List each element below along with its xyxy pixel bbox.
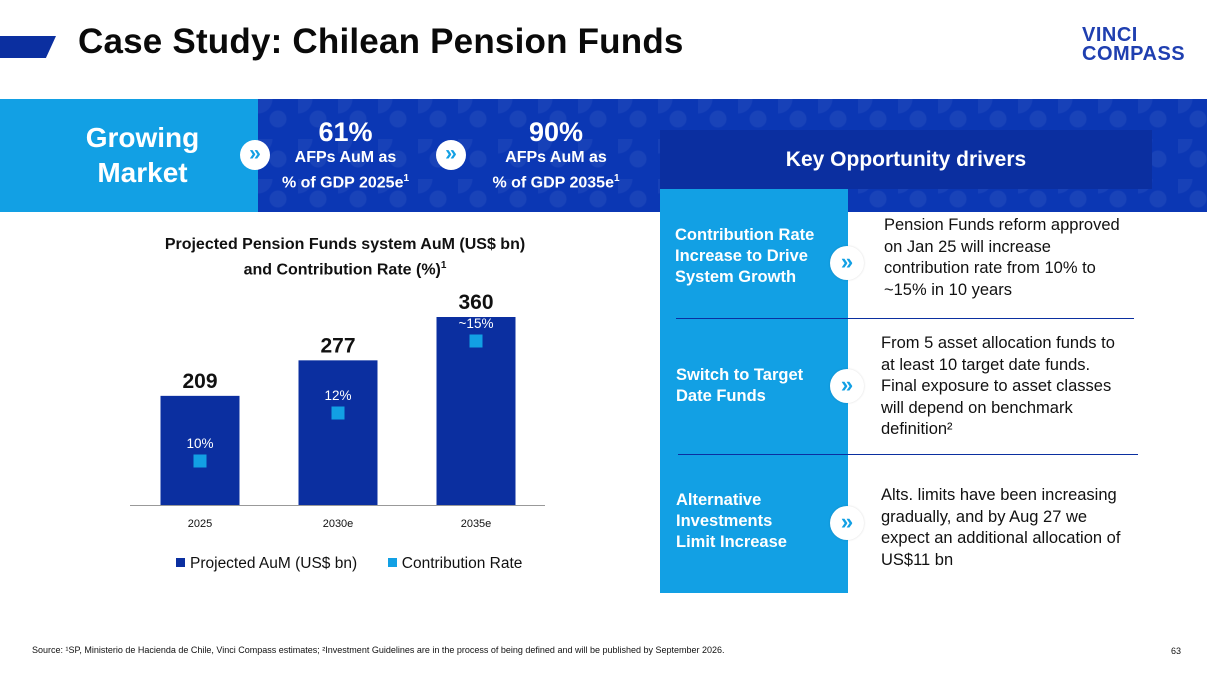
source-footnote: Source: ¹SP, Ministerio de Hacienda de C… (32, 645, 725, 655)
aum-bar-label: 360 (458, 291, 493, 314)
driver-label-alternatives: Alternative Investments Limit Increase (676, 491, 787, 551)
driver-text-contribution-rate: Pension Funds reform approved on Jan 25 … (884, 216, 1120, 299)
contribution-rate-marker (193, 454, 207, 468)
chart-title-line-2: and Contribution Rate (%) (243, 261, 441, 279)
stat-line-2: % of GDP 2025e (281, 174, 404, 192)
contribution-rate-label: 10% (186, 436, 213, 451)
chart-title-footnote: 1 (440, 260, 447, 271)
contribution-rate-label: 12% (324, 388, 351, 403)
drivers-label-column (660, 189, 848, 593)
contribution-rate-label: ~15% (459, 316, 494, 331)
stat-footnote: 1 (613, 173, 620, 184)
driver-divider (678, 454, 1138, 455)
logo-line-2: COMPASS (1082, 43, 1186, 65)
growing-market-line-1: Growing (85, 122, 200, 153)
legend-swatch-contribution (387, 558, 397, 568)
driver-divider (676, 318, 1134, 319)
growing-market-line-2: Market (97, 157, 188, 188)
chart-title: Projected Pension Funds system AuM (US$ … (120, 234, 570, 280)
driver-label-target-date: Switch to Target Date Funds (676, 366, 804, 405)
stat-line-1: AFPs AuM as (505, 149, 607, 166)
driver-text-alternatives: Alts. limits have been increasing gradua… (881, 486, 1121, 569)
chevron-right-icon: » (830, 369, 864, 403)
logo-line-1: VINCI (1082, 24, 1138, 46)
legend-swatch-aum (176, 558, 185, 568)
stat-value: 61% (318, 117, 373, 147)
chart-svg: 209 2025 277 2030e 360 2035e 10% 12% ~15% (130, 291, 545, 530)
aum-bar-label: 277 (320, 334, 355, 357)
page-number: 63 (1171, 646, 1182, 656)
chevron-right-icon: » (240, 140, 270, 170)
aum-bar-label: 209 (182, 370, 217, 393)
driver-text-target-date: From 5 asset allocation funds to at leas… (881, 334, 1115, 438)
legend-label-contribution: Contribution Rate (401, 555, 523, 572)
contribution-rate-marker (331, 406, 345, 420)
chart-title-line-1: Projected Pension Funds system AuM (US$ … (164, 236, 526, 253)
contribution-rate-marker (469, 334, 483, 348)
stat-footnote: 1 (403, 173, 410, 184)
stat-aum-2025: 61% AFPs AuM as % of GDP 2025e1 (268, 117, 423, 193)
stat-line-1: AFPs AuM as (294, 149, 397, 166)
driver-label-contribution-rate: Contribution Rate Increase to Drive Syst… (675, 226, 815, 286)
drivers-header: Key Opportunity drivers (660, 130, 1152, 189)
stat-line-2: % of GDP 2035e (492, 174, 614, 192)
x-tick-label: 2025 (188, 518, 212, 530)
stat-value: 90% (528, 117, 584, 147)
chart-legend: Projected AuM (US$ bn) Contribution Rate (176, 555, 522, 573)
growing-market-label: Growing Market (70, 120, 215, 190)
chevron-right-icon: » (830, 246, 864, 280)
aum-bar (436, 317, 516, 505)
title-accent-bar (0, 36, 56, 58)
page-title: Case Study: Chilean Pension Funds (78, 22, 684, 61)
banner-left-panel (0, 99, 258, 212)
vinci-compass-logo: VINCI COMPASS (1082, 24, 1186, 65)
aum-bar (160, 395, 240, 505)
chevron-right-icon: » (436, 140, 466, 170)
chevron-right-icon: » (830, 506, 864, 540)
legend-label-aum: Projected AuM (US$ bn) (190, 555, 358, 572)
x-tick-label: 2035e (461, 518, 492, 530)
aum-bar (298, 360, 378, 505)
stat-aum-2035: 90% AFPs AuM as % of GDP 2035e1 (478, 117, 634, 193)
aum-bar-chart: 209 2025 277 2030e 360 2035e 10% 12% ~15% (0, 0, 600, 600)
x-tick-label: 2030e (323, 518, 354, 530)
